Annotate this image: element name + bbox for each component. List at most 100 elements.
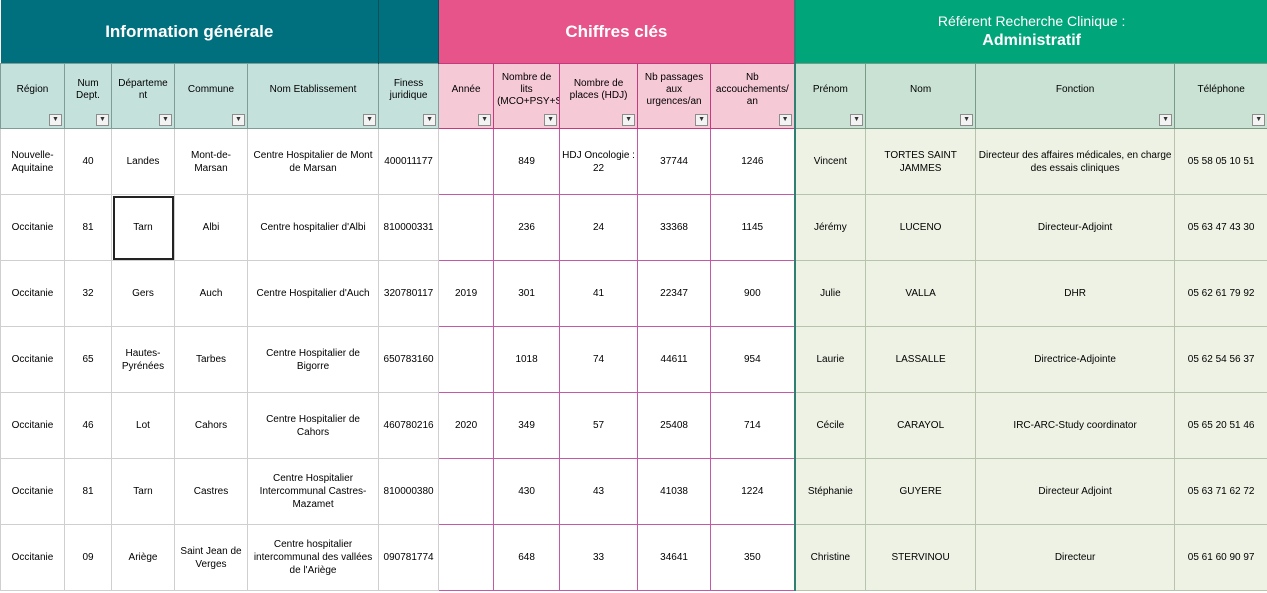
cell-fonction[interactable]: Directeur-Adjoint <box>975 194 1176 261</box>
cell-passages[interactable]: 41038 <box>637 458 712 525</box>
cell-accouchements[interactable]: 1246 <box>710 128 796 195</box>
cell-telephone[interactable]: 05 65 20 51 46 <box>1174 392 1267 459</box>
cell-num-dept[interactable]: 81 <box>64 194 112 261</box>
cell-places[interactable]: 41 <box>559 260 639 327</box>
cell-passages[interactable]: 37744 <box>637 128 712 195</box>
cell-commune[interactable]: Castres <box>174 458 248 525</box>
cell-passages[interactable]: 33368 <box>637 194 712 261</box>
cell-telephone[interactable]: 05 61 60 90 97 <box>1174 524 1267 591</box>
cell-region[interactable]: Occitanie <box>0 194 65 261</box>
cell-prenom[interactable]: Christine <box>793 524 867 591</box>
header-finess[interactable]: Finess juridique ▼ <box>378 63 440 129</box>
cell-passages[interactable]: 34641 <box>637 524 712 591</box>
cell-fonction[interactable]: Directeur <box>975 524 1176 591</box>
filter-dropdown-icon[interactable]: ▼ <box>232 114 245 126</box>
cell-nom[interactable]: LASSALLE <box>865 326 977 393</box>
header-lits[interactable]: Nombre de lits (MCO+PSY+SSR) ▼ <box>493 63 561 129</box>
header-telephone[interactable]: Téléphone ▼ <box>1174 63 1267 129</box>
cell-places[interactable]: HDJ Oncologie : 22 <box>559 128 639 195</box>
header-annee[interactable]: Année ▼ <box>438 63 495 129</box>
cell-fonction[interactable]: Directrice-Adjointe <box>975 326 1176 393</box>
cell-telephone[interactable]: 05 63 47 43 30 <box>1174 194 1267 261</box>
filter-dropdown-icon[interactable]: ▼ <box>363 114 377 126</box>
cell-commune[interactable]: Mont-de-Marsan <box>174 128 248 195</box>
cell-region[interactable]: Nouvelle-Aquitaine <box>0 128 65 195</box>
cell-annee[interactable] <box>438 128 495 195</box>
cell-accouchements[interactable]: 350 <box>710 524 796 591</box>
cell-lits[interactable]: 349 <box>493 392 561 459</box>
cell-etablissement[interactable]: Centre Hospitalier de Mont de Marsan <box>246 128 380 195</box>
cell-departement[interactable]: Gers <box>111 260 175 327</box>
cell-region[interactable]: Occitanie <box>0 326 65 393</box>
cell-etablissement[interactable]: Centre hospitalier d'Albi <box>246 194 380 261</box>
header-num-dept[interactable]: Num Dept. ▼ <box>64 63 112 129</box>
filter-dropdown-icon[interactable]: ▼ <box>544 114 558 126</box>
cell-departement[interactable]: Lot <box>111 392 175 459</box>
cell-lits[interactable]: 301 <box>493 260 561 327</box>
cell-prenom[interactable]: Jérémy <box>793 194 867 261</box>
cell-passages[interactable]: 22347 <box>637 260 712 327</box>
cell-etablissement[interactable]: Centre hospitalier intercommunal des val… <box>246 524 380 591</box>
cell-telephone[interactable]: 05 62 61 79 92 <box>1174 260 1267 327</box>
cell-lits[interactable]: 430 <box>493 458 561 525</box>
cell-num-dept[interactable]: 81 <box>64 458 112 525</box>
cell-num-dept[interactable]: 65 <box>64 326 112 393</box>
cell-prenom[interactable]: Julie <box>793 260 867 327</box>
cell-finess[interactable]: 400011177 <box>378 128 440 195</box>
cell-region[interactable]: Occitanie <box>0 392 65 459</box>
header-places[interactable]: Nombre de places (HDJ) ▼ <box>559 63 639 129</box>
filter-dropdown-icon[interactable]: ▼ <box>96 114 109 126</box>
cell-commune[interactable]: Albi <box>174 194 248 261</box>
filter-dropdown-icon[interactable]: ▼ <box>960 114 974 126</box>
header-prenom[interactable]: Prénom ▼ <box>793 63 867 129</box>
cell-departement[interactable]: Ariège <box>111 524 175 591</box>
cell-lits[interactable]: 1018 <box>493 326 561 393</box>
cell-places[interactable]: 43 <box>559 458 639 525</box>
header-commune[interactable]: Commune ▼ <box>174 63 248 129</box>
filter-dropdown-icon[interactable]: ▼ <box>622 114 636 126</box>
cell-departement[interactable]: Tarn <box>111 194 175 261</box>
cell-passages[interactable]: 25408 <box>637 392 712 459</box>
cell-region[interactable]: Occitanie <box>0 458 65 525</box>
cell-departement[interactable]: Landes <box>111 128 175 195</box>
cell-places[interactable]: 33 <box>559 524 639 591</box>
cell-prenom[interactable]: Laurie <box>793 326 867 393</box>
cell-annee[interactable]: 2019 <box>438 260 495 327</box>
cell-nom[interactable]: GUYERE <box>865 458 977 525</box>
cell-etablissement[interactable]: Centre Hospitalier de Cahors <box>246 392 380 459</box>
cell-nom[interactable]: CARAYOL <box>865 392 977 459</box>
header-etablissement[interactable]: Nom Etablissement ▼ <box>246 63 380 129</box>
cell-fonction[interactable]: Directeur des affaires médicales, en cha… <box>975 128 1176 195</box>
cell-commune[interactable]: Cahors <box>174 392 248 459</box>
cell-nom[interactable]: LUCENO <box>865 194 977 261</box>
cell-departement[interactable]: Tarn <box>111 458 175 525</box>
cell-nom[interactable]: STERVINOU <box>865 524 977 591</box>
cell-passages[interactable]: 44611 <box>637 326 712 393</box>
cell-commune[interactable]: Saint Jean de Verges <box>174 524 248 591</box>
filter-dropdown-icon[interactable]: ▼ <box>423 114 437 126</box>
cell-lits[interactable]: 236 <box>493 194 561 261</box>
cell-accouchements[interactable]: 954 <box>710 326 796 393</box>
filter-dropdown-icon[interactable]: ▼ <box>695 114 709 126</box>
cell-commune[interactable]: Auch <box>174 260 248 327</box>
cell-region[interactable]: Occitanie <box>0 524 65 591</box>
cell-telephone[interactable]: 05 58 05 10 51 <box>1174 128 1267 195</box>
cell-fonction[interactable]: Directeur Adjoint <box>975 458 1176 525</box>
cell-telephone[interactable]: 05 63 71 62 72 <box>1174 458 1267 525</box>
cell-places[interactable]: 57 <box>559 392 639 459</box>
filter-dropdown-icon[interactable]: ▼ <box>1252 114 1266 126</box>
cell-prenom[interactable]: Stéphanie <box>793 458 867 525</box>
cell-places[interactable]: 24 <box>559 194 639 261</box>
cell-etablissement[interactable]: Centre Hospitalier de Bigorre <box>246 326 380 393</box>
header-departement[interactable]: Départeme nt ▼ <box>111 63 175 129</box>
cell-lits[interactable]: 648 <box>493 524 561 591</box>
cell-finess[interactable]: 090781774 <box>378 524 440 591</box>
cell-num-dept[interactable]: 46 <box>64 392 112 459</box>
cell-num-dept[interactable]: 32 <box>64 260 112 327</box>
cell-finess[interactable]: 810000331 <box>378 194 440 261</box>
cell-num-dept[interactable]: 40 <box>64 128 112 195</box>
cell-accouchements[interactable]: 714 <box>710 392 796 459</box>
cell-finess[interactable]: 650783160 <box>378 326 440 393</box>
cell-telephone[interactable]: 05 62 54 56 37 <box>1174 326 1267 393</box>
header-passages[interactable]: Nb passages aux urgences/an ▼ <box>637 63 712 129</box>
